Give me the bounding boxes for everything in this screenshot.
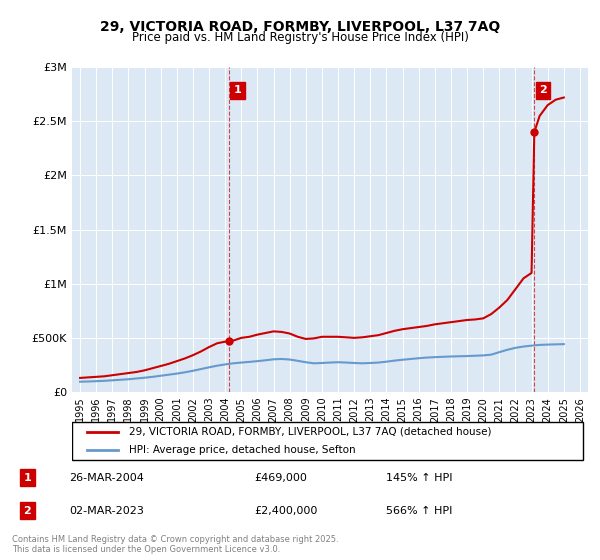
Text: HPI: Average price, detached house, Sefton: HPI: Average price, detached house, Seft… xyxy=(129,445,355,455)
Text: 1: 1 xyxy=(234,85,241,95)
Text: Contains HM Land Registry data © Crown copyright and database right 2025.
This d: Contains HM Land Registry data © Crown c… xyxy=(12,535,338,554)
Text: 1: 1 xyxy=(23,473,31,483)
Text: £469,000: £469,000 xyxy=(254,473,307,483)
Text: 26-MAR-2004: 26-MAR-2004 xyxy=(70,473,145,483)
Text: 29, VICTORIA ROAD, FORMBY, LIVERPOOL, L37 7AQ: 29, VICTORIA ROAD, FORMBY, LIVERPOOL, L3… xyxy=(100,20,500,34)
Text: 2: 2 xyxy=(23,506,31,516)
Text: 2: 2 xyxy=(539,85,547,95)
Text: 29, VICTORIA ROAD, FORMBY, LIVERPOOL, L37 7AQ (detached house): 29, VICTORIA ROAD, FORMBY, LIVERPOOL, L3… xyxy=(129,427,491,437)
FancyBboxPatch shape xyxy=(72,422,583,460)
Text: 566% ↑ HPI: 566% ↑ HPI xyxy=(386,506,453,516)
Text: Price paid vs. HM Land Registry's House Price Index (HPI): Price paid vs. HM Land Registry's House … xyxy=(131,31,469,44)
Text: £2,400,000: £2,400,000 xyxy=(254,506,317,516)
Text: 145% ↑ HPI: 145% ↑ HPI xyxy=(386,473,453,483)
Text: 02-MAR-2023: 02-MAR-2023 xyxy=(70,506,145,516)
